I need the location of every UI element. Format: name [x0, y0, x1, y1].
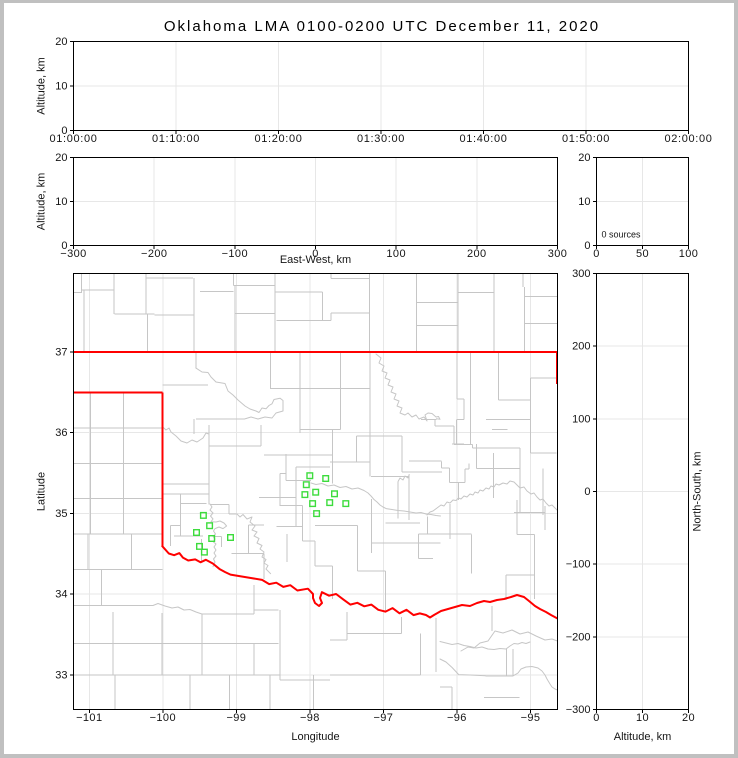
svg-text:37: 37: [55, 347, 67, 359]
svg-text:−101: −101: [76, 712, 102, 724]
svg-text:300: 300: [572, 268, 590, 280]
svg-text:−100: −100: [222, 248, 248, 260]
svg-text:Longitude: Longitude: [291, 731, 339, 743]
svg-text:0: 0: [593, 248, 600, 260]
svg-text:0: 0: [593, 712, 600, 724]
svg-text:01:00:00: 01:00:00: [49, 133, 97, 145]
svg-text:100: 100: [679, 248, 699, 260]
svg-text:−100: −100: [150, 712, 176, 724]
svg-text:33: 33: [55, 669, 67, 681]
svg-text:36: 36: [55, 427, 67, 439]
svg-text:20: 20: [682, 712, 695, 724]
svg-text:0: 0: [584, 486, 590, 498]
svg-text:0: 0: [584, 240, 590, 252]
svg-text:0 sources: 0 sources: [602, 230, 642, 240]
svg-text:20: 20: [578, 152, 590, 164]
svg-text:0: 0: [61, 240, 67, 252]
svg-text:01:30:00: 01:30:00: [357, 133, 405, 145]
svg-text:Oklahoma LMA 0100-0200 UTC Dec: Oklahoma LMA 0100-0200 UTC December 11, …: [164, 18, 600, 35]
svg-text:0: 0: [312, 248, 319, 260]
svg-text:Altitude, km: Altitude, km: [614, 731, 671, 743]
svg-text:10: 10: [55, 81, 67, 93]
svg-text:10: 10: [578, 196, 590, 208]
svg-text:01:40:00: 01:40:00: [459, 133, 507, 145]
svg-text:Altitude, km: Altitude, km: [36, 173, 48, 230]
svg-text:−95: −95: [521, 712, 541, 724]
svg-text:East-West, km: East-West, km: [280, 254, 351, 266]
svg-text:0: 0: [61, 125, 67, 137]
svg-text:Latitude: Latitude: [36, 472, 48, 511]
svg-text:100: 100: [386, 248, 406, 260]
svg-text:−300: −300: [60, 248, 86, 260]
svg-text:100: 100: [572, 413, 590, 425]
svg-text:Altitude, km: Altitude, km: [36, 57, 48, 114]
svg-text:200: 200: [572, 341, 590, 353]
svg-text:10: 10: [636, 712, 649, 724]
svg-text:35: 35: [55, 508, 67, 520]
svg-text:North-South, km: North-South, km: [692, 451, 704, 531]
svg-text:01:10:00: 01:10:00: [152, 133, 200, 145]
svg-text:34: 34: [55, 589, 67, 601]
svg-text:−100: −100: [566, 559, 591, 571]
svg-text:02:00:00: 02:00:00: [664, 133, 712, 145]
svg-text:01:50:00: 01:50:00: [562, 133, 610, 145]
svg-text:−300: −300: [566, 704, 591, 716]
svg-text:01:20:00: 01:20:00: [254, 133, 302, 145]
svg-text:−99: −99: [226, 712, 246, 724]
svg-text:−98: −98: [300, 712, 320, 724]
svg-text:50: 50: [636, 248, 649, 260]
svg-text:10: 10: [55, 196, 67, 208]
svg-text:−200: −200: [141, 248, 167, 260]
svg-text:300: 300: [548, 248, 568, 260]
svg-text:−200: −200: [566, 631, 591, 643]
svg-text:20: 20: [55, 152, 67, 164]
svg-text:−97: −97: [373, 712, 393, 724]
svg-text:20: 20: [55, 36, 67, 48]
svg-text:−96: −96: [447, 712, 467, 724]
svg-text:200: 200: [467, 248, 487, 260]
